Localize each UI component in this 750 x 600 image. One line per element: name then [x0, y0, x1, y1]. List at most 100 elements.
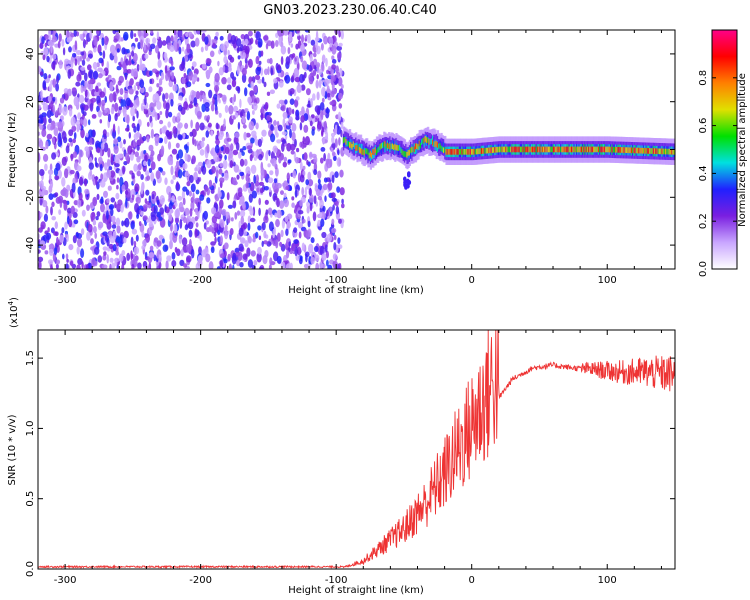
- noise-cell: [137, 163, 142, 171]
- noise-cell: [229, 143, 234, 152]
- noise-cell: [321, 54, 326, 64]
- noise-cell: [163, 52, 168, 60]
- noise-cell: [228, 105, 234, 115]
- noise-cell: [294, 76, 301, 83]
- noise-cell: [52, 104, 56, 115]
- noise-cell: [110, 197, 116, 203]
- noise-cell: [234, 132, 240, 139]
- signal-cell: [386, 142, 390, 149]
- noise-cell: [48, 118, 52, 124]
- noise-cell: [68, 137, 73, 143]
- noise-cell: [309, 54, 313, 63]
- signal-cell: [535, 146, 538, 153]
- noise-cell: [99, 51, 103, 56]
- noise-cell: [48, 83, 53, 92]
- noise-cell: [315, 39, 318, 49]
- noise-cell: [294, 156, 300, 164]
- signal-cell: [636, 147, 640, 154]
- signal-cell: [375, 149, 379, 156]
- noise-cell: [252, 102, 258, 111]
- noise-cell: [156, 83, 160, 88]
- noise-cell: [246, 145, 253, 150]
- noise-cell: [337, 149, 340, 156]
- noise-cell: [78, 192, 83, 201]
- noise-cell: [40, 180, 44, 190]
- noise-cell: [195, 189, 200, 195]
- noise-cell: [130, 30, 134, 40]
- noise-cell: [253, 156, 257, 161]
- signal-cell: [517, 146, 520, 153]
- noise-cell: [104, 233, 108, 242]
- noise-cell: [257, 225, 262, 231]
- noise-cell: [138, 64, 143, 71]
- noise-cell: [114, 201, 117, 209]
- noise-cell: [168, 80, 174, 88]
- signal-cell: [395, 144, 398, 151]
- signal-cell: [368, 152, 371, 159]
- noise-cell: [274, 212, 278, 218]
- signal-cell: [532, 146, 535, 153]
- noise-cell: [194, 167, 198, 172]
- noise-cell: [155, 45, 159, 54]
- noise-cell: [323, 177, 328, 183]
- noise-cell: [144, 53, 149, 60]
- noise-cell: [77, 124, 81, 131]
- noise-cell: [89, 137, 93, 145]
- noise-cell: [94, 160, 98, 167]
- noise-cell: [136, 110, 139, 119]
- signal-cell: [513, 146, 516, 153]
- noise-cell: [210, 130, 214, 137]
- noise-cell: [139, 57, 143, 67]
- noise-cell: [136, 213, 140, 219]
- noise-cell: [201, 137, 206, 142]
- noise-cell: [222, 65, 226, 73]
- noise-cell: [223, 50, 227, 56]
- noise-cell: [38, 119, 43, 124]
- noise-cell: [50, 41, 55, 46]
- noise-cell: [149, 102, 155, 112]
- signal-cell: [388, 143, 391, 150]
- x-tick-label: -100: [325, 275, 348, 286]
- signal-cell: [571, 146, 574, 153]
- noise-cell: [109, 263, 112, 269]
- noise-cell: [275, 132, 279, 138]
- noise-cell: [143, 108, 149, 115]
- noise-cell: [243, 158, 248, 167]
- noise-cell: [165, 102, 170, 111]
- signal-cell: [666, 148, 669, 155]
- noise-cell: [128, 88, 134, 95]
- noise-cell: [310, 256, 315, 265]
- noise-cell: [106, 170, 112, 178]
- noise-cell: [220, 43, 225, 52]
- y-tick-label: 0: [25, 146, 36, 152]
- noise-cell: [233, 93, 236, 103]
- noise-cell: [299, 174, 305, 183]
- signal-cell: [644, 147, 647, 154]
- signal-cell: [632, 147, 635, 154]
- noise-cell: [255, 231, 259, 239]
- noise-cell: [175, 142, 180, 149]
- signal-cell: [457, 149, 460, 155]
- signal-cell: [377, 147, 380, 154]
- signal-cell: [417, 144, 420, 150]
- noise-cell: [197, 259, 203, 267]
- noise-cell: [50, 125, 54, 131]
- noise-cell: [118, 106, 123, 111]
- noise-cell: [311, 128, 315, 136]
- noise-cell: [270, 40, 275, 49]
- noise-cell: [296, 147, 300, 153]
- noise-cell: [186, 81, 192, 88]
- noise-cell: [97, 73, 103, 79]
- noise-cell: [133, 125, 137, 133]
- noise-cell: [216, 266, 221, 269]
- noise-cell: [159, 111, 163, 115]
- signal-cell: [358, 147, 361, 153]
- noise-cell: [304, 136, 310, 146]
- signal-cell: [424, 136, 427, 142]
- noise-cell: [331, 218, 335, 225]
- noise-cell: [49, 163, 53, 171]
- noise-cell: [132, 115, 135, 122]
- noise-cell: [109, 257, 114, 263]
- noise-cell: [125, 97, 131, 107]
- noise-cell: [122, 98, 127, 109]
